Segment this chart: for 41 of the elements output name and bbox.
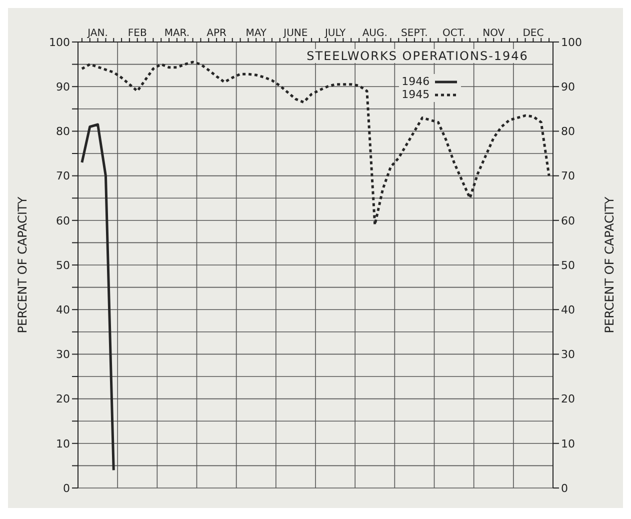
y2-tick-label: 80 [561, 125, 575, 138]
y-tick-label: 100 [49, 36, 70, 49]
y-tick-label: 90 [56, 80, 70, 94]
x-tick-label: MAR. [164, 28, 190, 39]
y2-tick-label: 30 [561, 348, 575, 362]
y2-axis-title: PERCENT OF CAPACITY [602, 196, 616, 334]
x-tick-label: NOV [482, 28, 505, 39]
y2-tick-label: 70 [561, 170, 575, 183]
x-tick-label: SEPT. [401, 28, 428, 39]
y-tick-label: 50 [56, 258, 70, 272]
x-tick-label: JULY [324, 28, 346, 39]
x-tick-label: OCT. [442, 28, 466, 39]
x-tick-label: APR [206, 28, 226, 39]
y-tick-label: 60 [56, 214, 70, 228]
line-series [80, 123, 115, 472]
y2-tick-label: 60 [561, 214, 575, 228]
y-tick-label: 40 [56, 304, 70, 317]
y-tick-label: 20 [56, 392, 70, 406]
y2-tick-label: 0 [561, 482, 568, 495]
y-tick-label: 80 [56, 125, 70, 138]
legend-label: 1946 [402, 75, 430, 88]
text: STEELWORKS OPERATIONS-1946 [304, 48, 532, 63]
x-tick-label: FEB [128, 28, 147, 39]
y-tick-label: 30 [56, 348, 70, 362]
x-tick-label: JAN. [86, 28, 108, 39]
x-tick-label: JUNE [282, 28, 308, 39]
y2-tick-label: 20 [561, 392, 575, 406]
y2-tick-label: 50 [561, 258, 575, 272]
y-tick-label: 0 [63, 482, 70, 495]
y2-tick-label: 100 [561, 36, 582, 49]
x-tick-label: MAY [246, 28, 268, 39]
y2-tick-label: 90 [561, 80, 575, 94]
x-tick-label: AUG. [362, 28, 388, 39]
legend-label: 1945 [402, 88, 430, 102]
y2-tick-label: 10 [561, 437, 575, 450]
y2-tick-label: 40 [561, 304, 575, 317]
y-tick-label: 70 [56, 170, 70, 183]
y-axis-title: PERCENT OF CAPACITY [15, 196, 30, 334]
x-tick-label: DEC [522, 28, 544, 39]
line-series [80, 60, 550, 226]
y-tick-label: 10 [56, 437, 70, 450]
